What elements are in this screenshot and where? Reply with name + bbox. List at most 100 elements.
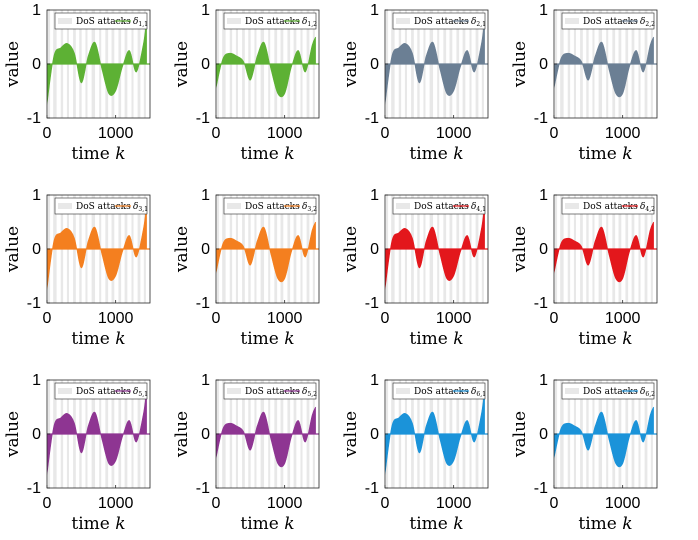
series-area xyxy=(554,36,654,98)
y-tick-label: -1 xyxy=(365,480,379,497)
series-area xyxy=(216,221,316,283)
legend-attack-swatch xyxy=(227,18,241,24)
x-axis-label: time k xyxy=(71,514,125,534)
legend-series-label: δ2,1 xyxy=(471,17,486,28)
y-tick-label: -1 xyxy=(196,480,210,497)
x-tick-label: 0 xyxy=(43,310,52,327)
legend-attack-swatch xyxy=(227,388,241,394)
legend-attack-swatch xyxy=(227,203,241,209)
y-tick-label: 1 xyxy=(201,372,210,389)
y-axis-label: value xyxy=(3,41,23,88)
x-axis-label: time k xyxy=(240,144,294,164)
legend-box xyxy=(54,12,148,30)
x-tick-label: 0 xyxy=(550,310,559,327)
legend-attack-swatch xyxy=(396,388,410,394)
y-tick-label: 1 xyxy=(32,372,41,389)
x-tick-label: 0 xyxy=(381,495,390,512)
y-tick-label: 0 xyxy=(370,56,379,73)
legend-series-label: δ4,2 xyxy=(640,202,655,213)
y-tick-label: -1 xyxy=(365,295,379,312)
y-tick-label: 0 xyxy=(32,426,41,443)
y-tick-label: -1 xyxy=(534,480,548,497)
series-area xyxy=(216,36,316,98)
y-axis-label: value xyxy=(510,226,530,273)
legend: DoS attacks δ1,1 xyxy=(54,12,148,30)
series-area xyxy=(385,205,485,290)
series-area xyxy=(385,390,485,475)
y-axis-label: value xyxy=(341,41,361,88)
x-tick-label: 0 xyxy=(550,125,559,142)
legend-series-label: δ1,1 xyxy=(133,17,148,28)
y-tick-label: 1 xyxy=(32,187,41,204)
y-tick-label: -1 xyxy=(534,110,548,127)
x-tick-label: 1000 xyxy=(267,495,303,512)
y-axis-label: value xyxy=(510,411,530,458)
legend: DoS attacks δ4,2 xyxy=(561,197,655,215)
x-axis-label: time k xyxy=(409,329,463,349)
legend-box xyxy=(561,382,655,400)
y-tick-label: 1 xyxy=(370,2,379,19)
y-axis-label: value xyxy=(341,411,361,458)
legend-attack-label: DoS attacks xyxy=(414,202,469,212)
y-axis-label: value xyxy=(341,226,361,273)
x-tick-label: 1000 xyxy=(436,495,472,512)
x-tick-label: 1000 xyxy=(605,125,641,142)
x-axis-label: time k xyxy=(240,514,294,534)
y-tick-label: 1 xyxy=(539,2,548,19)
x-tick-label: 0 xyxy=(550,495,559,512)
y-axis-label: value xyxy=(172,411,192,458)
x-axis-label: time k xyxy=(409,514,463,534)
legend-attack-label: DoS attacks xyxy=(245,387,300,397)
y-tick-label: 0 xyxy=(539,241,548,258)
x-axis-label: time k xyxy=(71,329,125,349)
x-tick-label: 1000 xyxy=(98,310,134,327)
y-tick-label: 0 xyxy=(539,426,548,443)
y-tick-label: 1 xyxy=(370,187,379,204)
x-axis-label: time k xyxy=(578,329,632,349)
legend-box xyxy=(54,197,148,215)
legend: DoS attacks δ4,1 xyxy=(392,197,486,215)
x-tick-label: 1000 xyxy=(267,125,303,142)
x-tick-label: 1000 xyxy=(605,495,641,512)
legend: DoS attacks δ1,2 xyxy=(223,12,317,30)
y-tick-label: 1 xyxy=(370,372,379,389)
series-area xyxy=(47,20,147,105)
x-tick-label: 1000 xyxy=(436,125,472,142)
legend-series-label: δ3,1 xyxy=(133,202,148,213)
y-tick-label: 1 xyxy=(32,2,41,19)
legend: DoS attacks δ6,2 xyxy=(561,382,655,400)
y-tick-label: 1 xyxy=(539,187,548,204)
legend-series-label: δ6,2 xyxy=(640,387,655,398)
legend-box xyxy=(223,197,317,215)
y-tick-label: -1 xyxy=(534,295,548,312)
legend-attack-label: DoS attacks xyxy=(245,202,300,212)
y-tick-label: 0 xyxy=(201,241,210,258)
y-axis-label: value xyxy=(510,41,530,88)
legend-attack-label: DoS attacks xyxy=(583,17,638,27)
y-axis-label: value xyxy=(172,41,192,88)
series-area xyxy=(554,221,654,283)
y-tick-label: 1 xyxy=(201,187,210,204)
legend-attack-label: DoS attacks xyxy=(583,202,638,212)
legend: DoS attacks δ3,1 xyxy=(54,197,148,215)
legend-series-label: δ1,2 xyxy=(302,17,317,28)
x-tick-label: 0 xyxy=(381,125,390,142)
x-tick-label: 0 xyxy=(212,125,221,142)
legend-box xyxy=(223,382,317,400)
legend-box xyxy=(223,12,317,30)
legend-attack-label: DoS attacks xyxy=(414,387,469,397)
legend-series-label: δ5,2 xyxy=(302,387,317,398)
legend-box xyxy=(54,382,148,400)
legend-attack-swatch xyxy=(396,18,410,24)
y-tick-label: -1 xyxy=(196,295,210,312)
y-tick-label: 1 xyxy=(201,2,210,19)
legend-attack-swatch xyxy=(58,388,72,394)
x-tick-label: 1000 xyxy=(605,310,641,327)
